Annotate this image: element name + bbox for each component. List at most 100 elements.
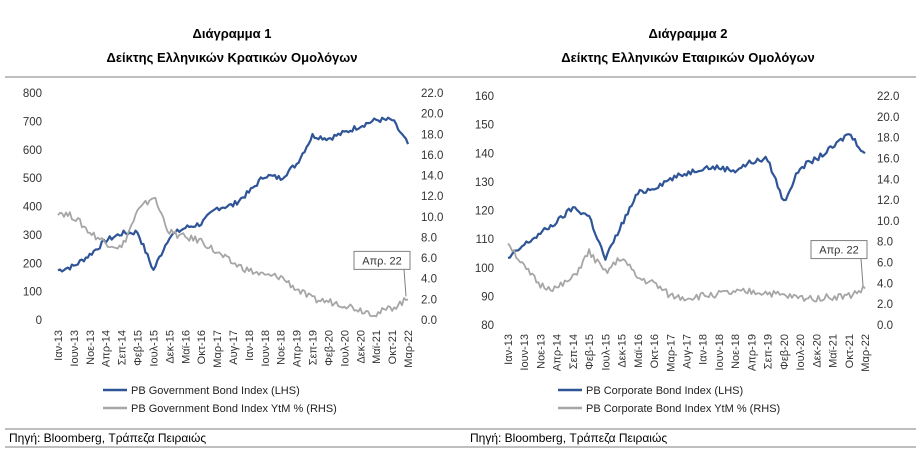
x-tick-label: Ιουν-18 bbox=[260, 330, 272, 367]
y-left-tick: 700 bbox=[23, 116, 42, 128]
y-left-tick: 140 bbox=[475, 148, 494, 160]
y-left-tick: 130 bbox=[475, 177, 494, 189]
x-tick-label: Απρ-14 bbox=[552, 334, 564, 371]
x-tick-label: Ιαν-18 bbox=[698, 334, 710, 365]
y-left-tick: 80 bbox=[481, 320, 494, 332]
y-right-tick: 0.0 bbox=[877, 320, 893, 332]
x-tick-label: Φεβ-15 bbox=[584, 334, 596, 370]
y-left-tick: 160 bbox=[475, 91, 494, 103]
y-right-tick: 18.0 bbox=[421, 129, 443, 141]
y-left-tick: 90 bbox=[481, 291, 494, 303]
y-right-tick: 16.0 bbox=[877, 153, 899, 165]
x-tick-label: Οκτ-16 bbox=[196, 330, 208, 364]
corp-ytm-line bbox=[507, 243, 866, 303]
x-tick-label: Νοε-18 bbox=[730, 334, 742, 369]
chart2-subtitle: Δείκτης Ελληνικών Εταιρικών Ομολόγων bbox=[561, 50, 815, 65]
y-right-tick: 16.0 bbox=[421, 150, 443, 162]
x-tick-label: Νοε-13 bbox=[85, 330, 97, 365]
y-left-tick: 100 bbox=[475, 263, 494, 275]
x-tick-label: Μαϊ-21 bbox=[828, 334, 840, 368]
x-tick-label: Μαϊ-16 bbox=[633, 334, 645, 368]
x-tick-label: Ιουν-13 bbox=[519, 334, 531, 371]
y-right-tick: 20.0 bbox=[877, 112, 899, 124]
y-right-tick: 2.0 bbox=[421, 294, 437, 306]
y-right-tick: 12.0 bbox=[877, 195, 899, 207]
y-right-tick: 4.0 bbox=[421, 274, 437, 286]
chart2-title: Διάγραμμα 2 bbox=[649, 26, 728, 41]
x-tick-label: Σεπ-19 bbox=[763, 334, 775, 369]
x-tick-label: Οκτ-21 bbox=[844, 334, 856, 368]
chart-government-bonds: 0 100 200 300 400 500 600 700 800 0.0 2.0 4.0 6.0 8.0… bbox=[23, 88, 444, 368]
y-right-tick: 0.0 bbox=[421, 315, 437, 327]
x-tick-label: Σεπ-19 bbox=[308, 330, 320, 365]
x-tick-label: Μαρ-17 bbox=[665, 334, 677, 372]
legend2-lhs-label: PB Corporate Bond Index (LHS) bbox=[586, 385, 743, 397]
x-tick-label: Απρ-14 bbox=[101, 330, 113, 367]
y-left-tick: 100 bbox=[23, 287, 42, 299]
callout-label: Απρ. 22 bbox=[362, 255, 402, 267]
y-left-tick: 110 bbox=[476, 234, 494, 246]
x-tick-label: Ιαν-13 bbox=[503, 334, 515, 365]
y-left-tick: 400 bbox=[23, 202, 42, 214]
x-tick-label: Νοε-18 bbox=[276, 330, 288, 365]
x-tick-label: Απρ-19 bbox=[746, 334, 758, 371]
x-tick-label: Νοε-13 bbox=[535, 334, 547, 369]
callout-pointer bbox=[403, 269, 407, 297]
callout-label: Απρ. 22 bbox=[819, 245, 859, 257]
x-tick-label: Ιαν-13 bbox=[53, 330, 65, 361]
x-tick-label: Μαϊ-21 bbox=[371, 330, 383, 364]
y-left-tick: 300 bbox=[23, 230, 42, 242]
x-tick-label: Οκτ-16 bbox=[649, 334, 661, 368]
x-tick-label: Ιουν-18 bbox=[714, 334, 726, 371]
x-tick-label: Δεκ-20 bbox=[811, 334, 823, 368]
legend1-lhs-label: PB Government Bond Index (LHS) bbox=[131, 385, 300, 397]
y-right-tick: 22.0 bbox=[877, 91, 899, 103]
x-tick-label: Φεβ-20 bbox=[779, 334, 791, 370]
x-tick-label: Σεπ-14 bbox=[568, 334, 580, 369]
callout-box bbox=[810, 240, 868, 260]
legend1-rhs-label: PB Government Bond Index YtM % (RHS) bbox=[131, 403, 337, 415]
y-right-tick: 22.0 bbox=[421, 88, 443, 100]
source-left: Πηγή: Bloomberg, Τράπεζα Πειραιώς bbox=[9, 431, 206, 445]
source-right: Πηγή: Bloomberg, Τράπεζα Πειραιώς bbox=[470, 431, 667, 445]
x-tick-label: Δεκ-15 bbox=[617, 334, 629, 368]
corp-index-line bbox=[507, 133, 866, 261]
x-tick-label: Δεκ-15 bbox=[164, 330, 176, 364]
y-right-tick: 14.0 bbox=[421, 171, 443, 183]
x-tick-label: Μαϊ-16 bbox=[180, 330, 192, 364]
y-right-tick: 10.0 bbox=[421, 212, 443, 224]
y-left-tick: 600 bbox=[23, 145, 42, 157]
y-right-tick: 12.0 bbox=[421, 191, 443, 203]
x-tick-label: Απρ-19 bbox=[292, 330, 304, 367]
y-right-tick: 6.0 bbox=[877, 258, 893, 270]
y-left-tick: 120 bbox=[475, 206, 494, 218]
x-tick-label: Οκτ-21 bbox=[387, 330, 399, 364]
x-tick-label: Φεβ-15 bbox=[133, 330, 145, 366]
x-tick-label: Μαρ-22 bbox=[860, 334, 872, 372]
y-left-tick: 200 bbox=[23, 258, 42, 270]
x-tick-label: Δεκ-20 bbox=[355, 330, 367, 364]
x-tick-label: Φεβ-20 bbox=[323, 330, 335, 366]
x-tick-label: Ιουλ-15 bbox=[148, 330, 160, 367]
y-right-tick: 10.0 bbox=[877, 216, 899, 228]
x-tick-label: Ιουλ-20 bbox=[795, 334, 807, 371]
chart1-subtitle: Δείκτης Ελληνικών Κρατικών Ομολόγων bbox=[107, 50, 358, 65]
legend2-rhs-label: PB Corporate Bond Index YtM % (RHS) bbox=[586, 403, 780, 415]
x-tick-label: Ιουλ-15 bbox=[600, 334, 612, 371]
y-left-tick: 0 bbox=[36, 315, 42, 327]
x-tick-label: Ιουν-13 bbox=[69, 330, 81, 367]
y-left-tick: 150 bbox=[475, 120, 494, 132]
gov-index-line bbox=[57, 116, 410, 273]
y-left-tick: 800 bbox=[23, 88, 42, 100]
y-right-tick: 4.0 bbox=[877, 278, 893, 290]
x-tick-label: Μαρ-17 bbox=[212, 330, 224, 368]
chart1-title: Διάγραμμα 1 bbox=[193, 26, 272, 41]
y-left-tick: 500 bbox=[23, 173, 42, 185]
chart-corporate-bonds: 80 90 100 110 120 130 140 150 160 0.0 2.0 4.0 6.0 8.0… bbox=[475, 91, 900, 372]
callout-box bbox=[353, 250, 411, 270]
y-right-tick: 8.0 bbox=[421, 232, 437, 244]
y-right-tick: 20.0 bbox=[421, 109, 443, 121]
gov-ytm-line bbox=[57, 197, 409, 318]
